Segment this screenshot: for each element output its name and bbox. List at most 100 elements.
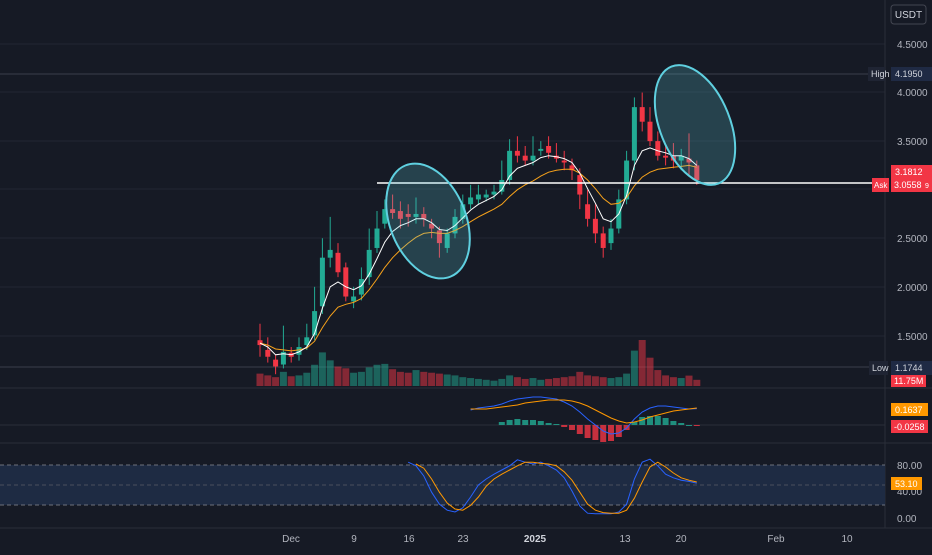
candle-body: [483, 194, 489, 198]
macd-line: [470, 396, 697, 435]
stoch-value-tag: [891, 477, 922, 490]
ask-label: Ask: [874, 181, 888, 190]
volume-bar: [389, 369, 397, 386]
time-tick: 16: [403, 534, 415, 545]
volume-bar: [303, 372, 311, 386]
volume-bar: [584, 375, 592, 386]
volume-bar: [459, 377, 467, 386]
price-tick: 2.5000: [897, 234, 928, 245]
candle-body: [538, 148, 544, 151]
candle-body: [514, 150, 520, 156]
candle-body: [499, 179, 505, 192]
candle-body: [577, 175, 583, 195]
candle-body: [397, 211, 403, 219]
volume-bar: [646, 357, 654, 386]
macd-hist-bar: [553, 424, 560, 425]
price-tick: 3.5000: [897, 137, 928, 148]
annotation-ellipse-left[interactable]: [370, 151, 485, 291]
candle-body: [429, 223, 435, 229]
volume-bar: [513, 377, 521, 386]
stoch-tick: 80.00: [897, 461, 922, 472]
volume-bar: [552, 378, 560, 386]
macd-hist-bar: [592, 425, 599, 440]
candle-body: [475, 194, 481, 200]
candle-body: [390, 209, 396, 213]
candle-body: [522, 155, 528, 161]
candle-body: [421, 213, 427, 219]
time-tick: 9: [351, 534, 357, 545]
volume-bar: [373, 364, 381, 386]
candle-body: [405, 213, 411, 217]
candle-body: [343, 267, 349, 297]
volume-bar: [467, 378, 475, 386]
currency-button[interactable]: [890, 4, 927, 25]
candle-body: [273, 359, 279, 367]
macd-hist-bar: [569, 425, 575, 430]
candle-body: [491, 191, 497, 195]
volume-bar: [420, 371, 428, 386]
macd-hist-bar: [631, 422, 638, 425]
candle-body: [436, 230, 442, 244]
volume-bar: [545, 378, 553, 386]
volume-bar: [435, 373, 443, 386]
volume-bar: [630, 350, 638, 386]
candlestick-series: [257, 92, 700, 375]
macd-hist-bar: [608, 425, 614, 441]
price-tick: 4.5000: [897, 40, 928, 51]
time-tick: 10: [841, 534, 853, 545]
macd-hist-bar: [600, 425, 607, 442]
volume-bar: [506, 375, 514, 386]
candle-body: [444, 233, 450, 248]
candle-body: [678, 155, 684, 161]
candle-body: [600, 233, 606, 248]
volume-bar: [287, 376, 295, 386]
price-grid: [0, 43, 885, 337]
volume-bar: [342, 368, 350, 386]
high-value-tag: [891, 67, 932, 81]
candle-body: [366, 249, 372, 278]
macd-hist-bar: [647, 416, 653, 425]
time-tick: 20: [675, 534, 687, 545]
candle-body: [507, 150, 513, 180]
candle-body: [655, 141, 661, 156]
macd-hist-bar: [693, 425, 700, 426]
volume-bar: [662, 375, 670, 386]
volume-bar: [279, 371, 287, 386]
low-value-tag: [891, 361, 932, 375]
volume-bar: [474, 378, 482, 386]
volume-bar: [599, 377, 607, 386]
volume-bar: [638, 340, 646, 386]
volume-bar: [381, 363, 389, 386]
low-value: 1.1744: [895, 363, 923, 373]
candle-body: [647, 121, 653, 142]
price-tick: 1.5000: [897, 332, 928, 343]
volume-bar: [295, 375, 303, 386]
volume-bar: [365, 367, 373, 386]
volume-bar: [677, 378, 685, 386]
macd-hist-bar: [678, 423, 685, 425]
candle-body: [631, 107, 637, 161]
candle-body: [382, 209, 388, 224]
volume-bar: [326, 360, 334, 386]
volume-bar: [256, 373, 264, 386]
macd-hist-tag: [891, 420, 928, 433]
volume-bar: [576, 371, 584, 386]
candle-body: [327, 249, 333, 258]
candle-body: [639, 107, 645, 122]
time-tick: 2025: [524, 534, 547, 545]
macd-hist-bar: [639, 417, 646, 425]
candle-body: [265, 349, 271, 357]
volume-bar: [428, 372, 436, 386]
volume-bar: [490, 380, 498, 386]
volume-bar: [537, 379, 545, 386]
volume-bars: [256, 340, 701, 386]
annotation-ellipse-right[interactable]: [639, 53, 751, 196]
volume-bar: [272, 377, 280, 386]
macd-value: 0.1637: [895, 405, 923, 415]
volume-bar: [693, 379, 701, 386]
volume-bar: [521, 378, 529, 386]
macd-hist-value: -0.0258: [894, 422, 925, 432]
macd-hist-bar: [654, 416, 661, 425]
macd-hist-bar: [498, 422, 505, 425]
